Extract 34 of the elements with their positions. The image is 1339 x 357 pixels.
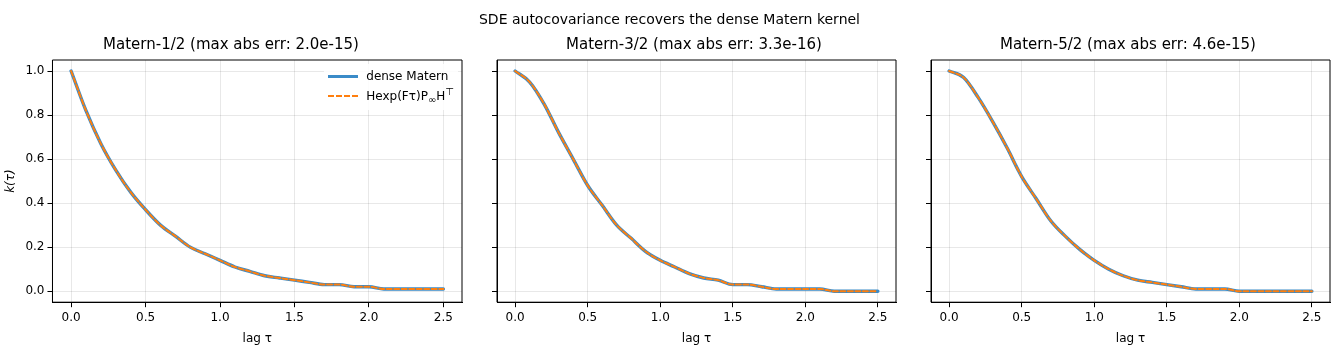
chart-title: Matern-3/2 (max abs err: 3.3e-16) <box>566 34 822 53</box>
y-tick-label: 0.8 <box>25 107 45 122</box>
x-tick-label: 2.5 <box>1302 309 1322 324</box>
y-tick-label: 0.0 <box>25 283 45 298</box>
x-tick-label: 1.5 <box>284 309 305 324</box>
x-tick-label: 2.0 <box>1229 309 1249 324</box>
y-tick-label: 0.6 <box>25 151 45 166</box>
x-tick-label: 2.5 <box>433 309 453 324</box>
x-tick-label: 0.5 <box>136 309 156 324</box>
x-axis-title: lag τ <box>681 330 712 345</box>
x-tick-label: 2.0 <box>359 309 379 324</box>
x-tick-label: 0.0 <box>505 309 525 324</box>
x-tick-label: 0.0 <box>61 309 81 324</box>
x-tick-label: 0.0 <box>939 309 959 324</box>
legend-label: Hexp(Fτ)P$_{∞}$H$^{⊤}$ <box>366 86 454 106</box>
x-tick-label: 2.5 <box>868 309 888 324</box>
y-tick-label: 0.4 <box>25 195 45 210</box>
text: SDE autocovariance recovers the dense Matern kernel <box>477 10 861 29</box>
chart-title: Matern-5/2 (max abs err: 4.6e-15) <box>1000 34 1256 53</box>
legend-label: dense Matern <box>366 69 449 83</box>
x-tick-label: 1.5 <box>723 309 743 324</box>
x-tick-label: 1.0 <box>650 309 670 324</box>
x-axis-title: lag τ <box>242 330 272 345</box>
chart-title: Matern-1/2 (max abs err: 2.0e-15) <box>103 34 359 53</box>
x-tick-label: 1.0 <box>210 309 230 324</box>
x-tick-label: 0.5 <box>578 309 598 324</box>
x-tick-label: 0.5 <box>1012 309 1032 324</box>
x-tick-label: 1.0 <box>1084 309 1104 324</box>
y-tick-label: 1.0 <box>25 63 45 78</box>
x-tick-label: 1.5 <box>1157 309 1177 324</box>
x-axis-title: lag τ <box>1115 330 1146 345</box>
y-tick-label: 0.2 <box>25 239 45 254</box>
y-axis-title: k(τ) <box>3 169 18 193</box>
x-tick-label: 2.0 <box>795 309 815 324</box>
